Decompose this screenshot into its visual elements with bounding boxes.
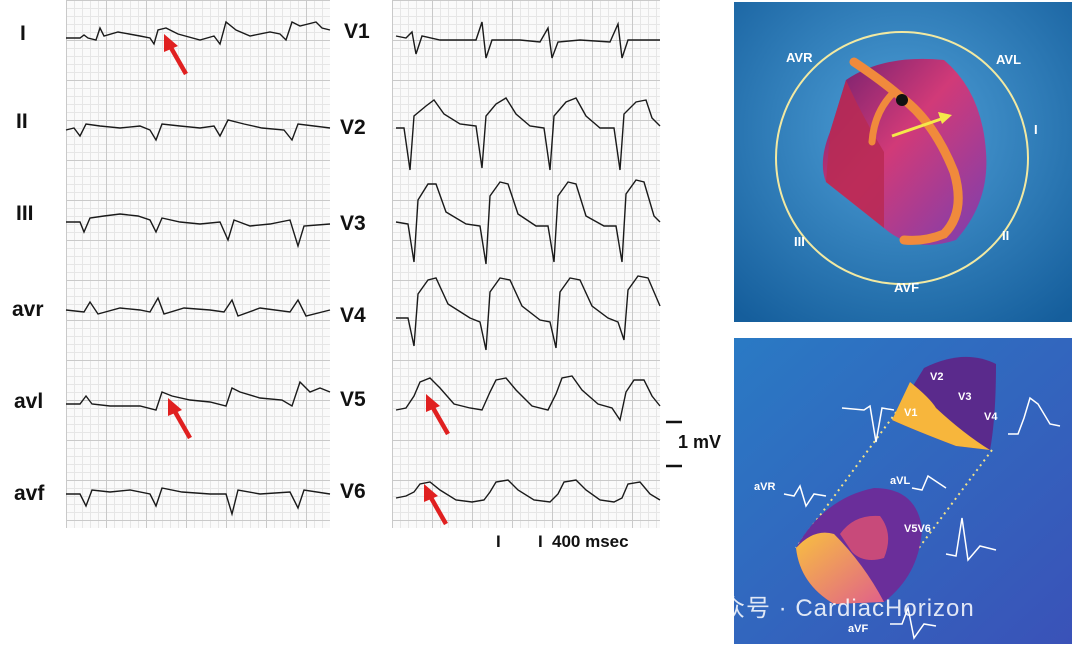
lead-label-v5: V5 (340, 388, 366, 411)
mini-wave-v5v6 (945, 517, 997, 562)
label-v2: V2 (930, 371, 943, 383)
trace-lead-i (66, 20, 331, 46)
mini-wave-v1 (841, 404, 895, 443)
label-v5v6: V5V6 (904, 523, 931, 535)
mini-wave-v4 (1008, 396, 1061, 435)
mini-wave-avr (783, 484, 827, 508)
lead-label-v2: V2 (340, 116, 366, 139)
bottom-panel-background (734, 338, 1072, 644)
label-v1: V1 (904, 407, 917, 419)
label-avr-small: aVR (754, 481, 775, 493)
lead-label-v3: V3 (340, 212, 366, 235)
lower-slice-infarct (796, 532, 884, 604)
lead-label-avf: avf (14, 482, 45, 505)
label-iii: III (794, 234, 805, 249)
red-arrow-lead-v6 (428, 494, 448, 526)
label-avl-small: aVL (890, 475, 910, 487)
red-arrow-lead-avl (172, 408, 192, 440)
watermark: 公众号 · CardiacHorizon (652, 588, 975, 623)
precordial-slices-illustration: V1 V2 V3 V4 V5V6 aVR aVL aVF (734, 338, 1072, 644)
lead-label-v1: V1 (344, 20, 370, 43)
lead-label-ii: II (16, 110, 28, 133)
label-i: I (1034, 122, 1038, 137)
calibration-tick-right: I (538, 532, 543, 551)
occlusion-dot (896, 94, 908, 106)
vector-arrow-head (938, 112, 952, 124)
upper-slice-infarct (892, 382, 990, 450)
label-ii: II (1002, 228, 1009, 243)
lead-label-avl: avl (14, 390, 44, 413)
watermark-text: 公众号 · CardiacHorizon (696, 595, 975, 622)
lead-label-avr: avr (12, 298, 44, 321)
wechat-icon (652, 596, 690, 623)
ecg-chest-leads-paper (392, 0, 660, 528)
heart-cut-surface (826, 80, 884, 228)
trace-lead-v2 (396, 97, 661, 171)
label-avr: AVR (786, 50, 813, 65)
red-arrow-lead-v5-head (426, 394, 440, 412)
lead-label-v6: V6 (340, 480, 366, 503)
mini-wave-avl (911, 474, 947, 491)
coronary-branch (868, 88, 898, 146)
red-arrow-lead-v5 (430, 404, 450, 436)
hexaxial-circle (775, 31, 1029, 285)
trace-lead-avl (66, 380, 331, 411)
trace-lead-ii (65, 119, 331, 142)
trace-lead-v3 (395, 179, 661, 265)
mini-wave-avf (890, 605, 937, 640)
label-avf: AVF (894, 280, 919, 295)
trace-lead-avr (65, 296, 331, 317)
label-v4: V4 (984, 411, 998, 423)
trace-lead-v4 (396, 275, 661, 351)
calibration-time-label: 400 msec (552, 532, 629, 551)
calibration-tick-left: I (496, 532, 501, 551)
red-arrow-lead-i (168, 44, 188, 76)
lower-slice-cavity (840, 515, 889, 560)
label-avf-small: aVF (848, 623, 868, 635)
trace-lead-v1 (395, 21, 660, 59)
heart-axis-illustration: AVR AVL I II III AVF (734, 2, 1072, 322)
trace-lead-v5 (395, 375, 661, 422)
ecg-limb-leads-paper (66, 0, 330, 528)
red-arrow-lead-avl-head (168, 398, 182, 416)
trace-lead-v6 (395, 479, 661, 503)
vector-arrow-line (891, 116, 945, 138)
calibration-voltage-label: 1 mV (678, 432, 722, 452)
lead-label-i: I (20, 22, 26, 45)
lead-label-v4: V4 (340, 304, 366, 327)
trace-lead-avf (66, 487, 331, 517)
label-avl: AVL (996, 52, 1021, 67)
lead-label-iii: III (16, 202, 34, 225)
label-v3: V3 (958, 391, 971, 403)
trace-lead-iii (66, 213, 331, 249)
red-arrow-lead-i-head (164, 34, 178, 52)
red-arrow-lead-v6-head (424, 484, 438, 502)
